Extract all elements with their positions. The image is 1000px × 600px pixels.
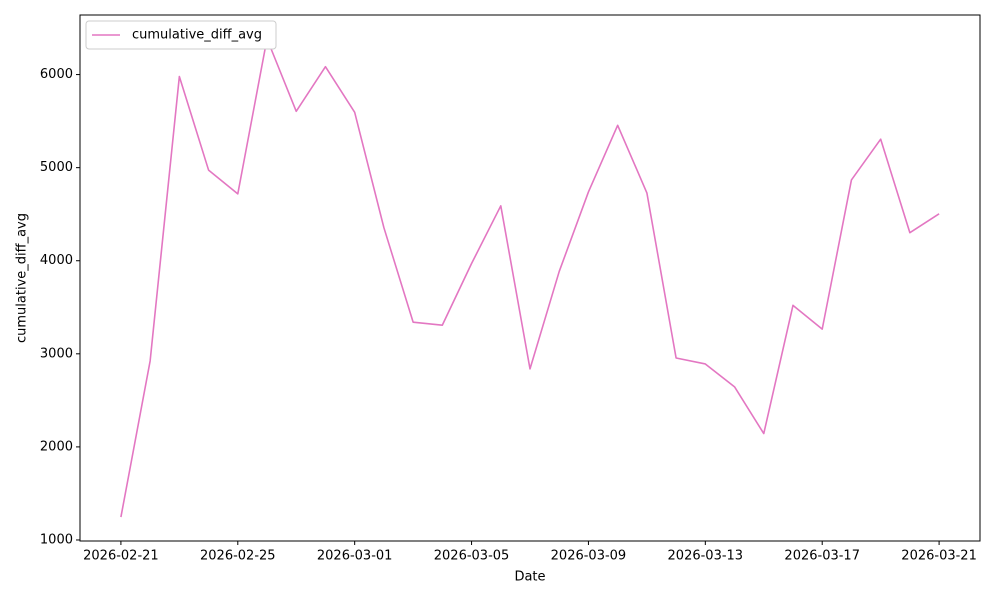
- x-tick-label: 2026-02-21: [83, 549, 159, 564]
- y-tick-label: 3000: [40, 346, 73, 361]
- data-line: [120, 37, 940, 518]
- x-tick-label: 2026-03-13: [668, 549, 744, 564]
- legend-box: [85, 20, 277, 50]
- y-tick-label: 5000: [40, 160, 73, 175]
- x-tick-label: 2026-03-17: [784, 549, 860, 564]
- x-tick-label: 2026-03-21: [901, 549, 977, 564]
- x-axis-label: Date: [514, 570, 545, 585]
- plot-area: [79, 14, 981, 542]
- x-tick-label: 2026-03-05: [434, 549, 510, 564]
- y-tick-label: 2000: [40, 439, 73, 454]
- x-tick-label: 2026-03-09: [551, 549, 627, 564]
- y-tick-label: 4000: [40, 253, 73, 268]
- x-tick-label: 2026-02-25: [200, 549, 276, 564]
- y-tick-label: 1000: [40, 532, 73, 547]
- x-tick-label: 2026-03-01: [317, 549, 393, 564]
- legend-label: cumulative_diff_avg: [132, 28, 262, 43]
- y-axis-label: cumulative_diff_avg: [15, 213, 30, 343]
- y-tick-label: 6000: [40, 67, 73, 82]
